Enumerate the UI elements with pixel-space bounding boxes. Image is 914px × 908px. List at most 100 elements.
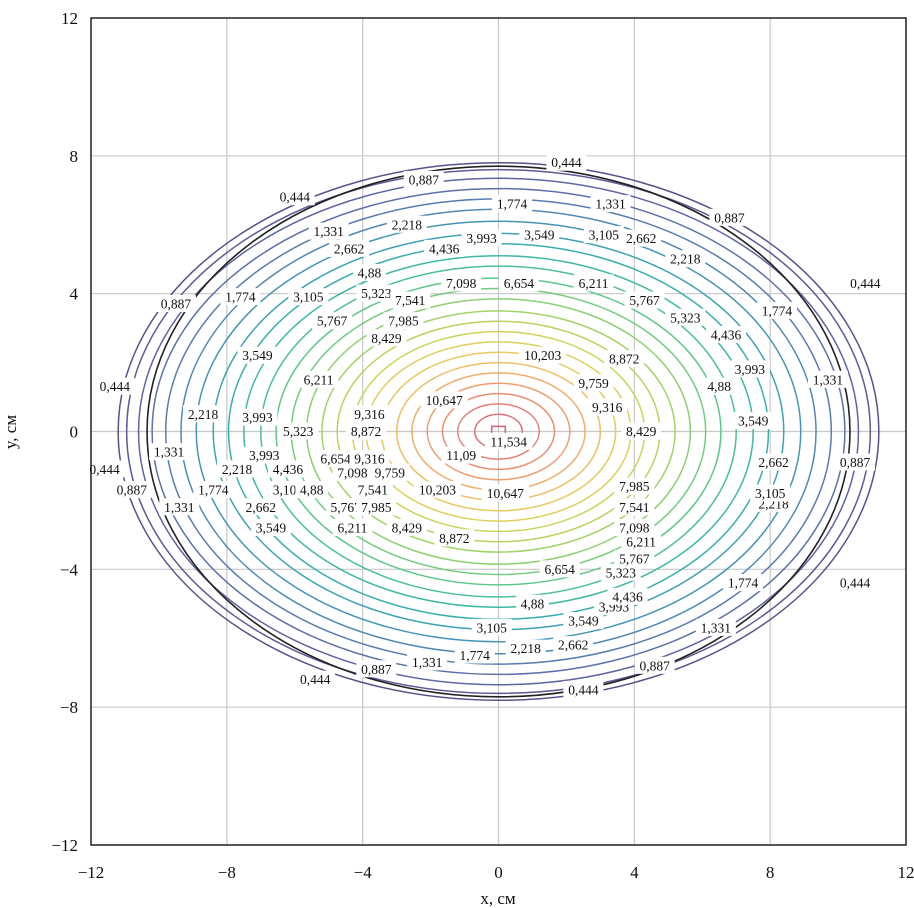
contour-label-bg (267, 460, 308, 478)
contour-label-bg (587, 398, 628, 416)
contour-label-bg (753, 453, 794, 471)
contour-label: 1,774 (220, 288, 261, 306)
contour-label: 1,774 (193, 481, 234, 499)
contour-label-bg (733, 412, 774, 430)
contour-label-text: 1,331 (412, 655, 442, 670)
contour-label-bg (621, 422, 662, 440)
contour-label-text: 9,316 (592, 400, 623, 415)
contour-label: 6,654 (315, 450, 356, 468)
x-tick-label: 8 (766, 863, 775, 882)
contour-label: 1,774 (454, 646, 495, 664)
contour-label: 9,759 (369, 463, 410, 481)
contour-label: 8,872 (434, 529, 475, 547)
contour-label-bg (709, 208, 750, 226)
contour-label-text: 2,662 (334, 241, 364, 256)
contour-label-text: 3,105 (293, 290, 324, 305)
contour-label: 0,887 (111, 481, 152, 499)
contour-label-text: 3,105 (477, 620, 508, 635)
contour-label: 5,767 (624, 291, 665, 309)
contour-label-bg (250, 518, 291, 536)
contour-label-bg (332, 463, 373, 481)
contour-label: 6,211 (621, 532, 662, 550)
contour-label-text: 1,331 (164, 500, 194, 515)
contour-label: 1,331 (149, 443, 190, 461)
contour-label: 8,872 (346, 422, 387, 440)
contour-label-bg (539, 560, 580, 578)
contour-line (195, 220, 802, 643)
contour-label-bg (420, 391, 468, 409)
contour-label-bg (723, 574, 763, 592)
contour-label: 7,541 (352, 481, 393, 499)
contour-label: 0,444 (845, 274, 886, 292)
contour-label-text: 7,541 (619, 500, 649, 515)
contour-label: 0,887 (356, 660, 397, 678)
contour-label-bg (634, 656, 675, 674)
contour-label-bg (441, 446, 482, 464)
contour-label-bg (461, 229, 502, 247)
contour-label-bg (519, 226, 560, 244)
contour-label: 3,993 (244, 446, 285, 464)
x-axis-label: x, см (480, 889, 516, 908)
contour-label-bg (563, 612, 604, 630)
contour-label-bg (295, 670, 336, 688)
y-axis-label: y, см (1, 415, 20, 449)
contour-label-text: 5,767 (317, 314, 348, 329)
contour-label-bg (485, 432, 533, 450)
contour-label-bg (604, 350, 645, 368)
contour-label-text: 2,662 (246, 500, 276, 515)
contour-label-text: 0,444 (850, 276, 881, 291)
contour-label-bg (807, 370, 848, 388)
x-tick-label: 0 (494, 863, 503, 882)
contour-label-text: 7,098 (446, 276, 477, 291)
contour-label-text: 3,105 (755, 486, 786, 501)
x-tick-label: 4 (630, 863, 639, 882)
contour-label: 4,88 (702, 377, 736, 395)
contour-label: 1,774 (723, 574, 763, 592)
contour-label-text: 0,444 (100, 379, 131, 394)
contour-label: 10,203 (413, 481, 461, 499)
contour-label-text: 0,444 (280, 190, 311, 205)
contour-label-bg (665, 250, 706, 268)
contour-label: 7,098 (441, 274, 482, 292)
contour-label-bg (346, 422, 387, 440)
contour-label-bg (590, 195, 631, 213)
contour-label-bg (583, 226, 624, 244)
contour-label-text: 2,218 (670, 252, 701, 267)
contour-label: 0,444 (274, 188, 315, 206)
contour-label-bg (237, 408, 278, 426)
contour-line (321, 310, 676, 553)
contour-label-text: 1,774 (198, 483, 229, 498)
contour-label-bg (621, 532, 662, 550)
contour-label-bg (237, 346, 278, 364)
contour-label: 6,654 (498, 274, 539, 292)
contour-label: 0,887 (709, 208, 750, 226)
contour-label: 7,541 (390, 291, 431, 309)
contour-label: 3,993 (461, 229, 502, 247)
contour-label: 4,436 (267, 460, 308, 478)
contour-label-text: 0,887 (361, 662, 392, 677)
contour-label-text: 9,316 (354, 452, 385, 467)
contour-line (441, 392, 556, 471)
contour-label-text: 2,218 (222, 462, 253, 477)
contour-label: 9,316 (349, 450, 390, 468)
contour-label-bg (383, 312, 424, 330)
contour-label: 3,105 (471, 618, 512, 636)
contour-label: 6,211 (332, 518, 373, 536)
contour-label-text: 9,759 (578, 376, 609, 391)
contour-label: 7,098 (332, 463, 373, 481)
contour-label: 7,098 (614, 518, 655, 536)
contour-label-bg (729, 360, 770, 378)
contour-label-text: 1,331 (813, 372, 843, 387)
contour-label: 7,541 (614, 498, 655, 516)
contour-label-bg (183, 405, 224, 423)
contour-label-text: 10,647 (487, 486, 524, 501)
contour-label-bg (278, 422, 319, 440)
contour-label: 2,662 (240, 498, 281, 516)
contour-label-bg (454, 646, 495, 664)
contour-label: 1,331 (308, 222, 349, 240)
contour-label-text: 6,211 (626, 534, 656, 549)
contour-label-bg (553, 636, 594, 654)
boundary-line (146, 165, 851, 698)
contour-label-bg (750, 484, 791, 502)
